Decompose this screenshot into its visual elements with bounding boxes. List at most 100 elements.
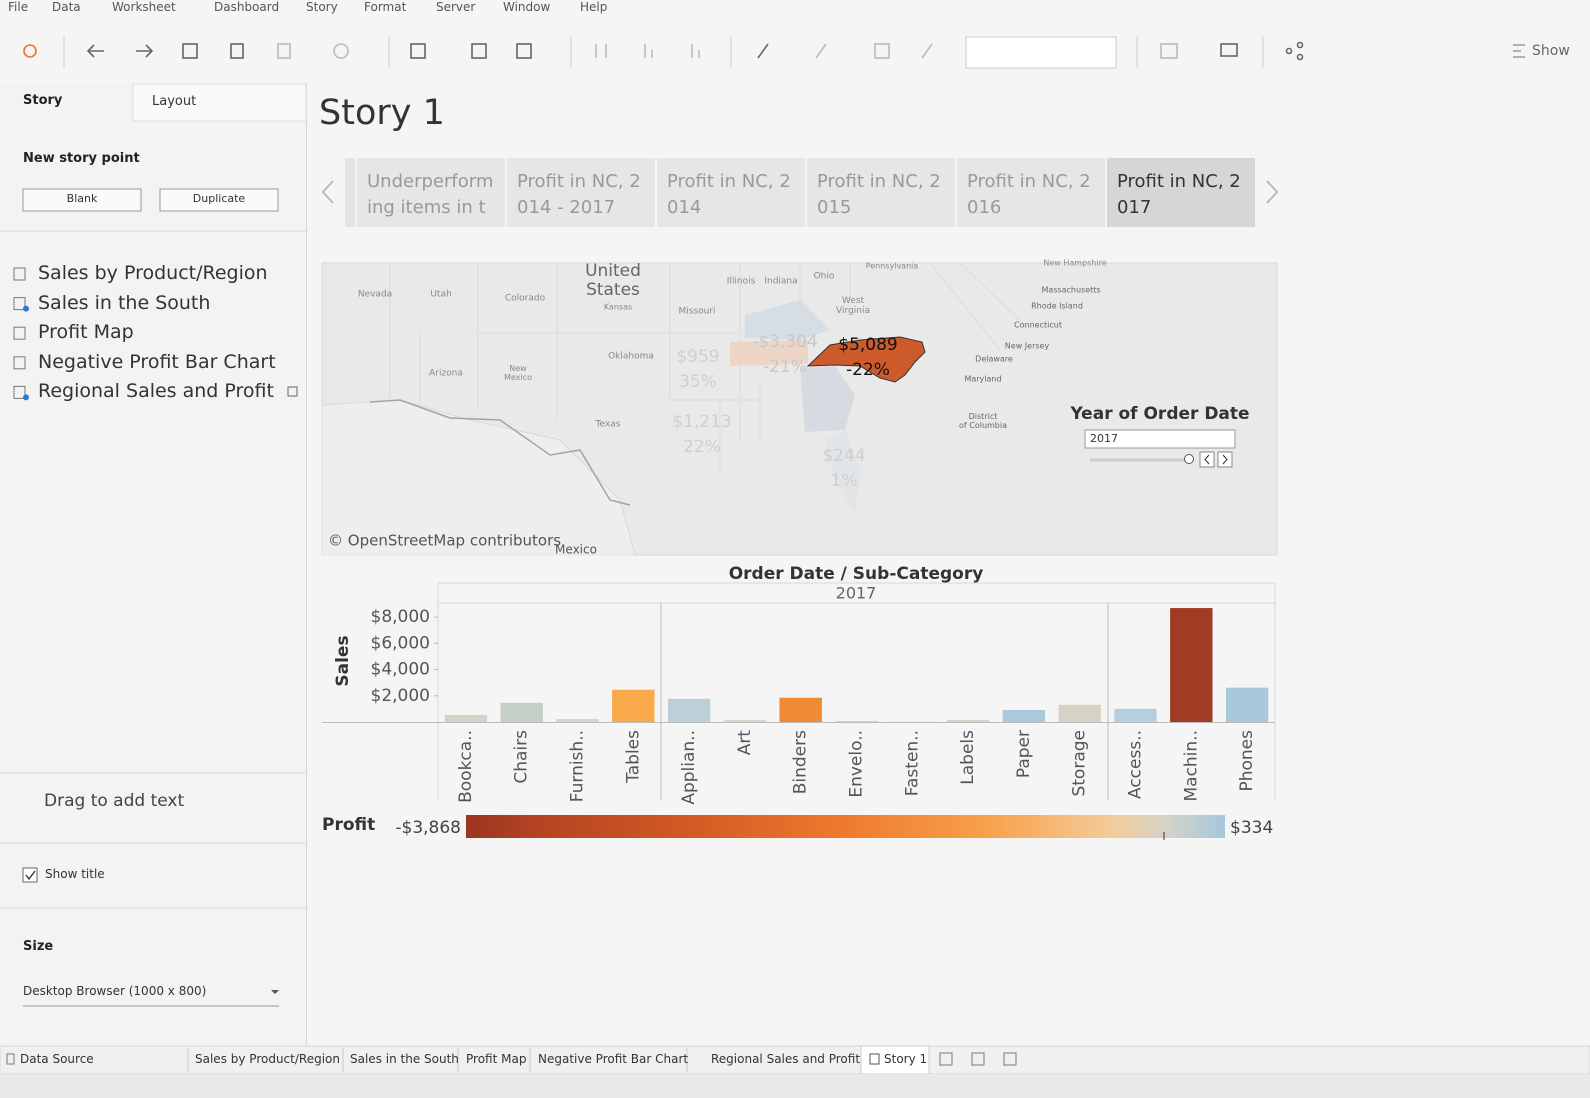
map-label: Utah (430, 290, 451, 300)
map-label: Ohio (814, 272, 835, 282)
map-label: Nevada (358, 290, 392, 300)
x-tick-label: Phones (1237, 730, 1257, 792)
x-tick-label: Labels (958, 730, 978, 785)
blank-label[interactable]: Blank (66, 192, 98, 205)
story-point-caption: Profit in NC, 2014 - 2017 (517, 171, 641, 218)
new-sheet-icons[interactable] (939, 1052, 1017, 1066)
toolbar-separators (63, 36, 1264, 68)
menu-item[interactable]: Data (52, 0, 81, 14)
sheet-tab[interactable]: Story 1 (884, 1052, 928, 1066)
sheet-icon (13, 385, 26, 399)
menu-item[interactable]: Format (364, 0, 407, 14)
x-tick-label: Chairs (512, 730, 532, 784)
sheet-item[interactable]: Regional Sales and Profit (38, 380, 274, 403)
story-point[interactable]: Profit in NC, 2014 - 2017 (507, 158, 655, 227)
x-tick-label: Binders (791, 730, 811, 794)
x-tick-label: Envelo.. (847, 730, 867, 798)
filter-title: Year of Order Date (1069, 404, 1249, 424)
sheet-item[interactable]: Negative Profit Bar Chart (38, 350, 276, 373)
x-tick-label: Applian.. (679, 730, 699, 805)
story-tab[interactable]: Story (23, 93, 63, 108)
story-point[interactable]: Profit in NC, 2014 (657, 158, 805, 227)
menu-item[interactable]: Worksheet (112, 0, 176, 14)
menu-item[interactable]: Dashboard (214, 0, 280, 14)
sheet-icon (13, 297, 26, 311)
drag-to-add-text[interactable]: Drag to add text (44, 791, 185, 811)
bar (723, 720, 767, 722)
story-point[interactable]: Profit in NC, 2015 (807, 158, 955, 227)
y-tick-label: $6,000 (371, 633, 430, 653)
bar (667, 698, 711, 722)
sheet-icon (13, 267, 26, 281)
sheet-tab[interactable]: Negative Profit Bar Chart (538, 1052, 689, 1066)
map (321, 262, 1278, 556)
x-tick-label: Fasten.. (902, 730, 922, 796)
toolbar-icons[interactable] (23, 41, 1525, 61)
x-tick-label: Furnish.. (568, 730, 588, 802)
bar (500, 702, 543, 722)
map-label: Rhode Island (1031, 302, 1083, 311)
map-label: Maryland (964, 375, 1001, 384)
map-label: Arizona (429, 369, 463, 379)
sheet-item[interactable]: Sales in the South (38, 291, 211, 314)
y-tick-label: $4,000 (371, 660, 430, 680)
story-point[interactable]: Profit in NC, 2016 (957, 158, 1105, 227)
menu-item[interactable]: Server (436, 0, 476, 14)
sheet-item[interactable]: Profit Map (38, 321, 134, 344)
bar (612, 689, 655, 722)
sheet-icon-badge (23, 394, 29, 401)
profit-color-legend (466, 815, 1225, 838)
map-label: Massachusetts (1041, 286, 1100, 295)
map-label: Texas (595, 420, 621, 430)
map-label: Mexico (555, 543, 597, 557)
bar (946, 720, 990, 722)
sheet-tab[interactable]: Sales by Product/Region (195, 1052, 340, 1066)
chart-subtitle: 2017 (836, 584, 877, 603)
menu-item[interactable]: Story (306, 0, 338, 14)
story-prev[interactable] (321, 180, 334, 204)
bar (1002, 709, 1046, 722)
menu-item[interactable]: Help (580, 0, 608, 14)
bar (444, 714, 488, 722)
map-label: West Virginia (836, 296, 870, 316)
story-point-caption: Profit in NC, 2014 (667, 171, 791, 218)
show-title[interactable]: Show title (45, 867, 105, 881)
story-point-caption: Underperforming items in the (367, 171, 494, 218)
show-me[interactable]: Show (1532, 43, 1570, 59)
attribution-bg (324, 531, 546, 551)
map-label: Connecticut (1014, 321, 1062, 330)
layout-tab-label[interactable]: Layout (152, 94, 197, 109)
sheet-tab[interactable]: Profit Map (466, 1052, 527, 1066)
map-label: New Jersey (1005, 342, 1050, 351)
state-value: -$3,304 (752, 332, 818, 352)
toolbar-dropdown[interactable] (965, 36, 1117, 69)
menu-item[interactable]: Window (503, 0, 551, 14)
story-next[interactable] (1266, 180, 1279, 204)
chart-frame (322, 582, 1276, 800)
bar (1170, 608, 1213, 722)
duplicate-button[interactable] (159, 188, 279, 212)
sheet-icon-badge (23, 305, 29, 312)
duplicate-label[interactable]: Duplicate (192, 192, 246, 205)
story-point[interactable]: Profit in NC, 2017 (1107, 158, 1255, 227)
story-point[interactable]: Underperforming items in the (357, 158, 505, 227)
sheet-tab[interactable]: Data Source (20, 1052, 94, 1066)
state-value: $959 (676, 347, 719, 367)
dropdown-arrow[interactable] (271, 990, 279, 994)
show-title-checkbox[interactable] (22, 867, 38, 883)
filter-value[interactable]: 2017 (1090, 432, 1118, 445)
blank-button[interactable] (22, 188, 142, 212)
sheet-item[interactable]: Sales by Product/Region (38, 262, 268, 284)
layout-tab[interactable] (132, 83, 307, 122)
story-point-caption: Profit in NC, 2016 (967, 171, 1091, 218)
size-value[interactable]: Desktop Browser (1000 x 800) (23, 984, 207, 998)
sheet-tab[interactable]: Regional Sales and Profit (711, 1052, 861, 1066)
active-tab[interactable] (860, 1045, 930, 1075)
state-pct: 22% (683, 437, 721, 457)
sheet-tab[interactable]: Sales in the South (350, 1052, 459, 1066)
state-pct: 1% (831, 471, 858, 491)
menu-item[interactable]: File (8, 0, 29, 14)
x-tick-label: Storage (1070, 730, 1090, 797)
x-tick-label: Art (735, 730, 755, 756)
